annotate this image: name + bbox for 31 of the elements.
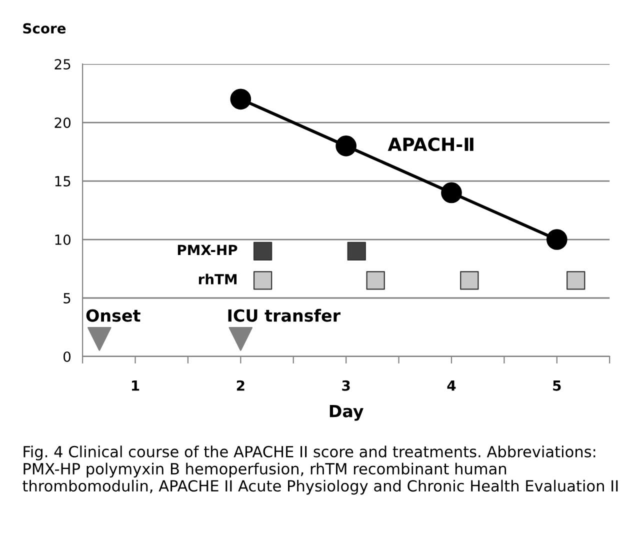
point	[347, 242, 366, 261]
point	[336, 136, 356, 156]
point	[441, 182, 462, 204]
y-tick-label: 25	[54, 59, 70, 70]
x-tick-label: 1	[132, 380, 140, 391]
series-label: APACH-Ⅱ	[388, 138, 474, 152]
y-tick-label: 5	[64, 293, 70, 304]
point	[228, 327, 253, 351]
caption: Fig. 4 Clinical course of the APACHE II score and treatments. Abbreviations: PMX-HP polymyxin B hemoperfusion, rhTM recombinant human thrombomodulin, APACHE II Acute Physiology and Chronic Health Evaluation II	[22, 446, 618, 495]
point	[88, 327, 112, 351]
x-tick-label: 2	[236, 380, 244, 391]
point	[253, 271, 272, 290]
y-tick-label: 20	[54, 118, 71, 128]
y-tick-label: 10	[55, 234, 71, 245]
series-label: rhTM	[198, 274, 237, 284]
point	[230, 88, 252, 110]
series-label: ICU transfer	[228, 308, 340, 322]
x-tick-label: 4	[447, 380, 456, 391]
point	[253, 242, 272, 261]
point	[366, 271, 385, 290]
x-axis-title: Day	[330, 405, 364, 421]
x-tick-label: 5	[553, 380, 561, 391]
point	[460, 271, 479, 290]
y-tick-label: 0	[64, 351, 71, 362]
y-tick-label: 15	[55, 176, 70, 186]
x-tick-label: 3	[342, 380, 350, 391]
point	[546, 229, 568, 250]
series-label: PMX-HP	[178, 244, 238, 256]
y-axis-title: Score	[23, 23, 66, 34]
point	[566, 271, 586, 290]
series-label: Onset	[86, 309, 140, 322]
